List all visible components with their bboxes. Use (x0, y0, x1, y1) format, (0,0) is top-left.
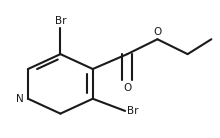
Text: O: O (153, 26, 161, 37)
Text: O: O (123, 83, 131, 92)
Text: N: N (16, 94, 24, 104)
Text: Br: Br (127, 106, 139, 116)
Text: Br: Br (55, 16, 66, 26)
